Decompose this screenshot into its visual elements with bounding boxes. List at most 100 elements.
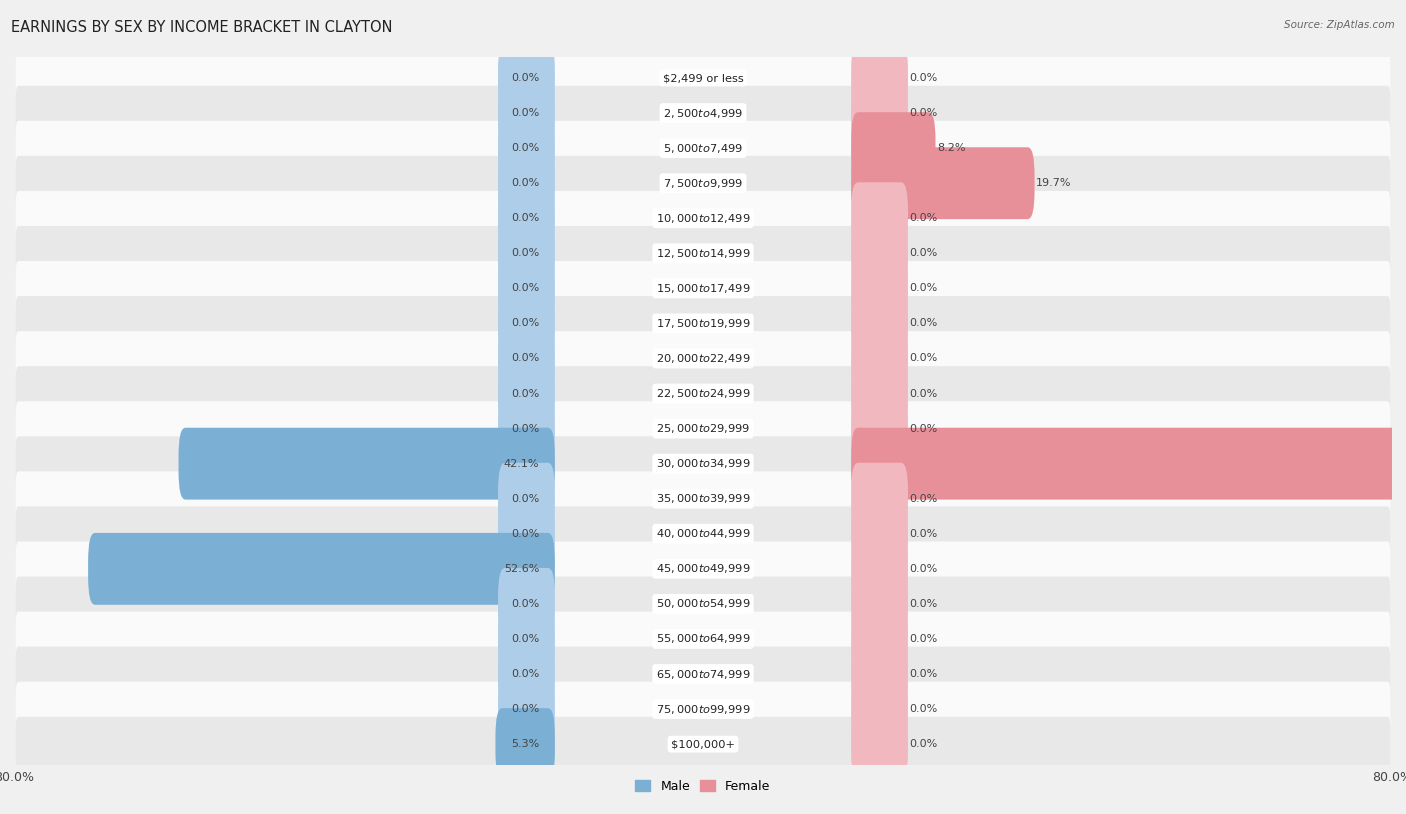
Text: 0.0%: 0.0% bbox=[910, 634, 938, 644]
Text: 0.0%: 0.0% bbox=[512, 634, 540, 644]
Text: $12,500 to $14,999: $12,500 to $14,999 bbox=[655, 247, 751, 260]
Text: 0.0%: 0.0% bbox=[512, 669, 540, 679]
FancyBboxPatch shape bbox=[15, 611, 1391, 667]
Text: 0.0%: 0.0% bbox=[512, 108, 540, 118]
Text: $50,000 to $54,999: $50,000 to $54,999 bbox=[655, 597, 751, 610]
FancyBboxPatch shape bbox=[15, 331, 1391, 386]
Text: 0.0%: 0.0% bbox=[910, 318, 938, 328]
Text: $22,500 to $24,999: $22,500 to $24,999 bbox=[655, 387, 751, 400]
Text: 0.0%: 0.0% bbox=[910, 73, 938, 83]
Text: 0.0%: 0.0% bbox=[910, 108, 938, 118]
Text: 0.0%: 0.0% bbox=[910, 599, 938, 609]
Text: 5.3%: 5.3% bbox=[512, 739, 540, 749]
FancyBboxPatch shape bbox=[851, 708, 908, 780]
Text: $17,500 to $19,999: $17,500 to $19,999 bbox=[655, 317, 751, 330]
Text: 19.7%: 19.7% bbox=[1036, 178, 1071, 188]
FancyBboxPatch shape bbox=[498, 182, 555, 254]
FancyBboxPatch shape bbox=[15, 436, 1391, 491]
FancyBboxPatch shape bbox=[15, 471, 1391, 526]
FancyBboxPatch shape bbox=[15, 120, 1391, 176]
FancyBboxPatch shape bbox=[15, 681, 1391, 737]
FancyBboxPatch shape bbox=[851, 112, 935, 184]
Text: $25,000 to $29,999: $25,000 to $29,999 bbox=[655, 422, 751, 435]
Text: 0.0%: 0.0% bbox=[910, 353, 938, 364]
FancyBboxPatch shape bbox=[851, 357, 908, 430]
FancyBboxPatch shape bbox=[851, 147, 1035, 219]
FancyBboxPatch shape bbox=[851, 217, 908, 289]
FancyBboxPatch shape bbox=[851, 42, 908, 114]
Text: $100,000+: $100,000+ bbox=[671, 739, 735, 749]
Text: 0.0%: 0.0% bbox=[512, 318, 540, 328]
Text: 0.0%: 0.0% bbox=[910, 494, 938, 504]
Legend: Male, Female: Male, Female bbox=[630, 775, 776, 798]
FancyBboxPatch shape bbox=[851, 638, 908, 710]
Text: 0.0%: 0.0% bbox=[910, 564, 938, 574]
FancyBboxPatch shape bbox=[851, 673, 908, 745]
FancyBboxPatch shape bbox=[498, 603, 555, 675]
Text: $20,000 to $22,499: $20,000 to $22,499 bbox=[655, 352, 751, 365]
FancyBboxPatch shape bbox=[851, 77, 908, 149]
FancyBboxPatch shape bbox=[15, 155, 1391, 211]
FancyBboxPatch shape bbox=[498, 463, 555, 535]
Text: 0.0%: 0.0% bbox=[910, 248, 938, 258]
Text: 0.0%: 0.0% bbox=[512, 143, 540, 153]
Text: 0.0%: 0.0% bbox=[910, 739, 938, 749]
FancyBboxPatch shape bbox=[851, 463, 908, 535]
FancyBboxPatch shape bbox=[15, 401, 1391, 456]
FancyBboxPatch shape bbox=[498, 638, 555, 710]
FancyBboxPatch shape bbox=[498, 357, 555, 430]
Text: 0.0%: 0.0% bbox=[910, 213, 938, 223]
FancyBboxPatch shape bbox=[15, 717, 1391, 772]
Text: 0.0%: 0.0% bbox=[910, 423, 938, 434]
FancyBboxPatch shape bbox=[15, 261, 1391, 316]
Text: $30,000 to $34,999: $30,000 to $34,999 bbox=[655, 457, 751, 470]
FancyBboxPatch shape bbox=[15, 541, 1391, 596]
Text: $40,000 to $44,999: $40,000 to $44,999 bbox=[655, 527, 751, 540]
Text: $75,000 to $99,999: $75,000 to $99,999 bbox=[655, 702, 751, 716]
FancyBboxPatch shape bbox=[498, 147, 555, 219]
FancyBboxPatch shape bbox=[498, 287, 555, 359]
Text: $65,000 to $74,999: $65,000 to $74,999 bbox=[655, 667, 751, 681]
FancyBboxPatch shape bbox=[498, 392, 555, 465]
FancyBboxPatch shape bbox=[15, 646, 1391, 702]
FancyBboxPatch shape bbox=[15, 576, 1391, 631]
Text: $35,000 to $39,999: $35,000 to $39,999 bbox=[655, 492, 751, 505]
FancyBboxPatch shape bbox=[851, 287, 908, 359]
Text: 0.0%: 0.0% bbox=[512, 423, 540, 434]
Text: 0.0%: 0.0% bbox=[910, 283, 938, 293]
FancyBboxPatch shape bbox=[851, 322, 908, 395]
Text: 0.0%: 0.0% bbox=[910, 704, 938, 714]
FancyBboxPatch shape bbox=[498, 568, 555, 640]
Text: 0.0%: 0.0% bbox=[512, 704, 540, 714]
FancyBboxPatch shape bbox=[498, 217, 555, 289]
FancyBboxPatch shape bbox=[15, 226, 1391, 281]
FancyBboxPatch shape bbox=[495, 708, 555, 780]
Text: $2,500 to $4,999: $2,500 to $4,999 bbox=[664, 107, 742, 120]
Text: 52.6%: 52.6% bbox=[503, 564, 540, 574]
FancyBboxPatch shape bbox=[15, 296, 1391, 351]
Text: 42.1%: 42.1% bbox=[503, 458, 540, 469]
Text: $5,000 to $7,499: $5,000 to $7,499 bbox=[664, 142, 742, 155]
FancyBboxPatch shape bbox=[15, 191, 1391, 246]
FancyBboxPatch shape bbox=[851, 427, 1406, 500]
FancyBboxPatch shape bbox=[851, 568, 908, 640]
Text: EARNINGS BY SEX BY INCOME BRACKET IN CLAYTON: EARNINGS BY SEX BY INCOME BRACKET IN CLA… bbox=[11, 20, 392, 35]
Text: $7,500 to $9,999: $7,500 to $9,999 bbox=[664, 177, 742, 190]
FancyBboxPatch shape bbox=[851, 182, 908, 254]
FancyBboxPatch shape bbox=[498, 252, 555, 324]
Text: 0.0%: 0.0% bbox=[512, 529, 540, 539]
FancyBboxPatch shape bbox=[851, 603, 908, 675]
FancyBboxPatch shape bbox=[851, 252, 908, 324]
Text: 0.0%: 0.0% bbox=[512, 73, 540, 83]
FancyBboxPatch shape bbox=[89, 533, 555, 605]
FancyBboxPatch shape bbox=[851, 392, 908, 465]
Text: 8.2%: 8.2% bbox=[938, 143, 966, 153]
Text: 0.0%: 0.0% bbox=[512, 283, 540, 293]
Text: 0.0%: 0.0% bbox=[512, 353, 540, 364]
FancyBboxPatch shape bbox=[15, 85, 1391, 141]
Text: 0.0%: 0.0% bbox=[910, 529, 938, 539]
FancyBboxPatch shape bbox=[851, 533, 908, 605]
Text: 0.0%: 0.0% bbox=[512, 213, 540, 223]
Text: $55,000 to $64,999: $55,000 to $64,999 bbox=[655, 632, 751, 646]
Text: 0.0%: 0.0% bbox=[512, 599, 540, 609]
